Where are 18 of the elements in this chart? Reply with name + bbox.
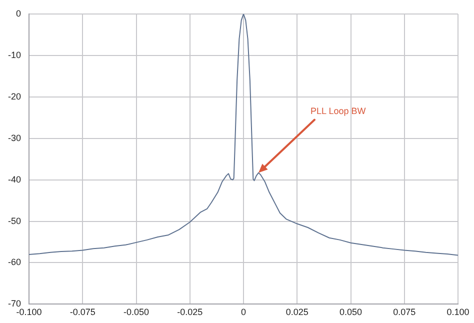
- annotation: PLL Loop BW: [310, 106, 366, 116]
- y-tick-label: -60: [8, 257, 22, 268]
- x-tick-label: -0.025: [177, 307, 203, 318]
- x-tick-label: -0.100: [16, 307, 42, 318]
- x-tick-label: 0.075: [393, 307, 416, 318]
- x-tick-label: -0.050: [123, 307, 150, 318]
- x-tick-label: 0.050: [339, 307, 362, 318]
- y-tick-label: -40: [8, 174, 22, 184]
- x-tick-label: 0: [240, 307, 246, 318]
- y-tick-label: -30: [8, 132, 22, 143]
- x-tick-label: 0.025: [286, 307, 308, 318]
- x-tick-label: 0.100: [446, 307, 470, 318]
- y-tick-label: -50: [8, 216, 22, 226]
- x-tick-label: -0.075: [70, 307, 96, 318]
- y-tick-label: -20: [8, 91, 22, 102]
- y-tick-label: -70: [8, 298, 22, 309]
- y-tick-label: 0: [16, 8, 22, 18]
- y-tick-label: -10: [8, 50, 22, 60]
